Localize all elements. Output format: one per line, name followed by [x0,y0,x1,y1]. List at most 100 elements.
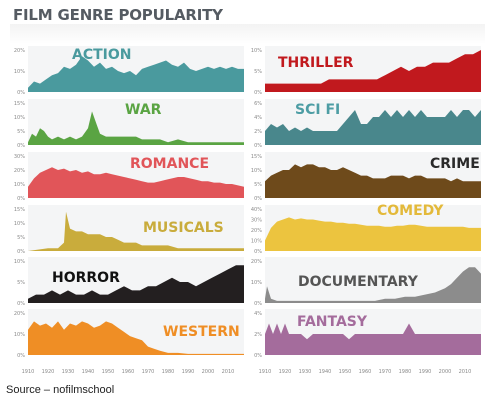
panel-western: 20% 10% 0% WESTERN [14,309,244,359]
y-tick-label: 0% [254,249,262,255]
y-tick-label: 5% [17,235,25,241]
y-tick-label: 10% [14,115,25,121]
y-tick-label: 40% [251,207,262,213]
x-tick-label: 1980 [399,369,412,375]
panel-musicals: 15% 10% 5% 0% MUSICALS [14,205,244,255]
y-tick-label: 2% [254,332,262,338]
series-label-crime: CRIME [430,156,480,172]
x-tick-label: 1990 [419,369,432,375]
area-war [28,111,244,145]
area-musicals [28,211,244,251]
series-label-documentary: DOCUMENTARY [298,274,419,290]
area-action [28,56,244,92]
y-tick-label: 0% [17,143,25,149]
x-tick-label: 1950 [339,369,352,375]
area-sci-fi [265,110,481,145]
series-label-sci-fi: SCI FI [295,102,340,118]
y-tick-label: 2% [254,129,262,135]
area-fantasy [265,323,481,355]
area-romance [28,167,244,198]
x-tick-label: 1960 [359,369,372,375]
y-tick-label: 20% [14,311,25,317]
y-tick-label: 10% [14,221,25,227]
series-label-romance: ROMANCE [130,156,209,172]
y-tick-label: 20% [14,168,25,174]
panel-sci-fi: 6% 4% 2% 0% SCI FI [254,99,481,149]
x-tick-label: 1970 [379,369,392,375]
series-label-comedy: COMEDY [377,203,444,219]
y-tick-label: 15% [251,154,262,160]
x-tick-label: 2000 [202,369,215,375]
y-tick-label: 4% [254,115,262,121]
y-tick-label: 15% [14,101,25,107]
x-tick-label: 1970 [142,369,155,375]
y-tick-label: 0% [17,249,25,255]
area-documentary [265,267,481,303]
y-tick-label: 0% [254,143,262,149]
series-label-musicals: MUSICALS [143,220,224,236]
y-tick-label: 4% [254,311,262,317]
series-label-horror: HORROR [52,270,120,286]
y-tick-label: 20% [14,48,25,54]
y-tick-label: 0% [254,353,262,359]
y-tick-label: 5% [254,182,262,188]
y-tick-label: 10% [14,259,25,265]
area-thriller [265,50,481,92]
y-tick-label: 5% [254,69,262,75]
y-tick-label: 30% [251,218,262,224]
x-tick-label: 2000 [439,369,452,375]
y-tick-label: 0% [17,353,25,359]
panel-crime: 15% 10% 5% 0% CRIME [251,152,481,202]
panel-war: 15% 10% 5% 0% WAR [14,99,244,149]
chart-title: FILM GENRE POPULARITY [13,6,223,24]
y-tick-label: 0% [254,196,262,202]
x-tick-label: 1960 [122,369,135,375]
x-tick-label: 1920 [279,369,292,375]
x-tick-label: 1950 [102,369,115,375]
y-tick-label: 6% [254,101,262,107]
y-tick-label: 0% [17,196,25,202]
series-label-action: ACTION [72,47,132,63]
area-western [28,321,244,355]
y-tick-label: 0% [254,301,262,307]
y-tick-label: 10% [14,332,25,338]
panel-action: 20% 10% 0% ACTION [14,46,244,96]
x-tick-label: 1930 [62,369,75,375]
y-tick-label: 10% [251,239,262,245]
area-crime [265,164,481,198]
x-tick-label: 2010 [222,369,235,375]
y-tick-label: 10% [251,168,262,174]
panel-documentary: 20% 10% 0% DOCUMENTARY [251,257,481,307]
series-label-thriller: THRILLER [278,55,354,71]
x-tick-label: 1980 [162,369,175,375]
series-label-western: WESTERN [163,324,240,340]
area-horror [28,265,244,303]
x-tick-label: 2010 [459,369,472,375]
x-tick-label: 1910 [259,369,272,375]
y-tick-label: 20% [251,228,262,234]
x-tick-label: 1990 [182,369,195,375]
y-tick-label: 15% [14,207,25,213]
x-tick-label: 1920 [42,369,55,375]
panel-fantasy: 4% 2% 0% FANTASY [254,309,481,359]
title-band [10,24,485,44]
y-tick-label: 10% [251,48,262,54]
series-label-fantasy: FANTASY [297,314,368,330]
x-tick-label: 1940 [319,369,332,375]
source-credit: Source – nofilmschool [6,384,115,396]
y-tick-label: 10% [251,280,262,286]
panel-romance: 30% 20% 10% 0% ROMANCE [14,152,244,202]
y-tick-label: 0% [17,90,25,96]
x-tick-label: 1910 [22,369,35,375]
y-tick-label: 10% [14,69,25,75]
x-tick-label: 1940 [82,369,95,375]
y-tick-label: 30% [14,154,25,160]
series-label-war: WAR [125,102,162,118]
y-tick-label: 0% [254,90,262,96]
y-tick-label: 5% [17,129,25,135]
y-tick-label: 10% [14,182,25,188]
area-comedy [265,217,481,251]
panel-comedy: 40% 30% 20% 10% 0% COMEDY [251,203,481,255]
x-tick-label: 1930 [299,369,312,375]
